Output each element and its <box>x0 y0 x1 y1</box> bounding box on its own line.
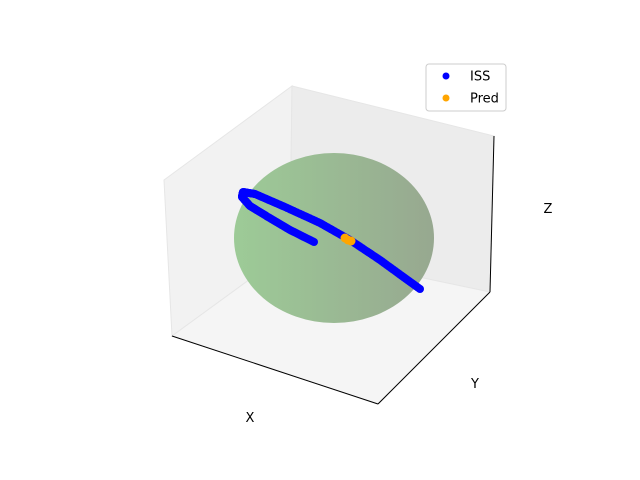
x-axis-label: X <box>246 411 255 426</box>
pred-series <box>340 233 356 246</box>
legend-marker-pred <box>442 94 450 102</box>
x-axis-line <box>171 335 379 405</box>
iss-point <box>416 285 424 293</box>
y-axis-label: Y <box>470 377 479 392</box>
legend-label-pred: Pred <box>470 92 499 107</box>
pred-point <box>346 236 356 246</box>
legend: ISS Pred <box>425 63 507 112</box>
z-axis-label: Z <box>544 202 553 217</box>
iss-series <box>238 188 424 293</box>
legend-label-iss: ISS <box>470 70 490 85</box>
y-axis-line <box>377 291 491 405</box>
z-axis-line <box>489 135 495 293</box>
earth-sphere <box>234 153 434 323</box>
legend-marker-iss <box>442 72 450 80</box>
